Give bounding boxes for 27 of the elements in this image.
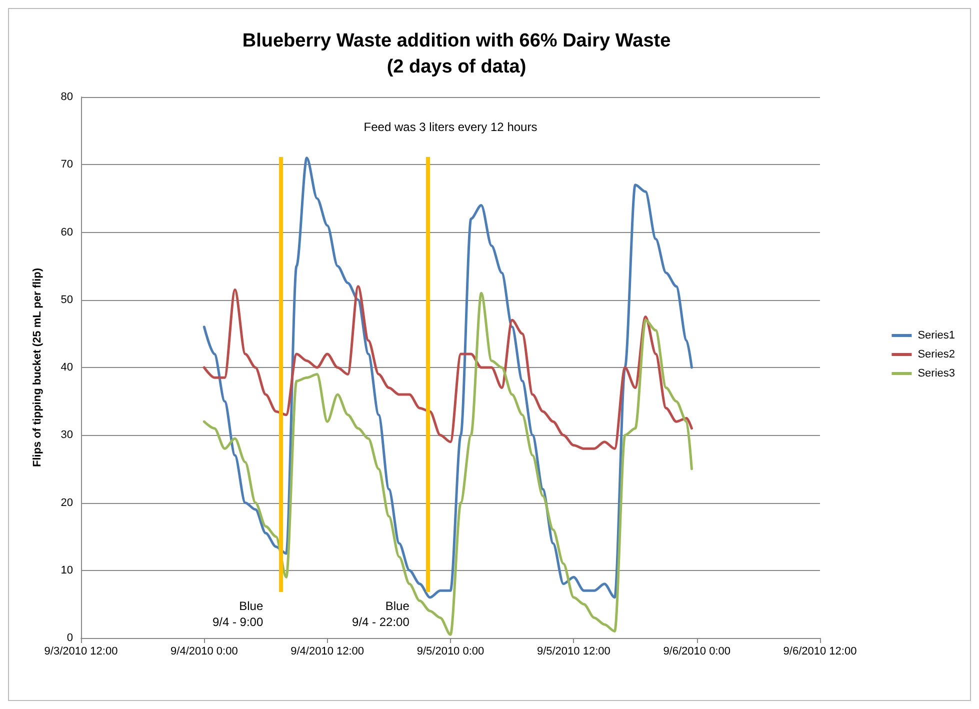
x-tick-label: 9/6/2010 0:00 xyxy=(663,646,730,658)
y-tick-label: 0 xyxy=(66,632,73,644)
y-tick-label: 60 xyxy=(60,226,73,238)
line-series xyxy=(202,292,693,636)
y-tick-label: 70 xyxy=(60,158,73,171)
y-tick-label: 50 xyxy=(60,294,73,306)
line-series xyxy=(202,156,693,599)
legend-label: Series1 xyxy=(918,330,955,342)
y-tick-label: 80 xyxy=(60,91,73,103)
y-tick-label: 20 xyxy=(60,496,73,509)
line-series xyxy=(202,285,693,450)
legend-label: Series3 xyxy=(918,368,955,380)
x-tick-label: 9/4/2010 12:00 xyxy=(290,646,364,658)
y-axis-title: Flips of tipping bucket (25 mL per flip) xyxy=(32,268,44,468)
x-tick-label: 9/5/2010 12:00 xyxy=(536,646,610,658)
y-tick-label: 30 xyxy=(60,429,73,442)
x-tick-label: 9/6/2010 12:00 xyxy=(783,646,857,658)
annotation: Feed was 3 liters every 12 hours xyxy=(364,120,538,134)
x-tick-label: 9/5/2010 0:00 xyxy=(416,646,484,658)
legend-label: Series2 xyxy=(918,348,955,360)
ref-line-label: Blue 9/4 - 22:00 xyxy=(352,599,410,629)
y-tick-label: 10 xyxy=(60,564,73,576)
x-tick-label: 9/3/2010 12:00 xyxy=(44,646,118,658)
x-tick-label: 9/4/2010 0:00 xyxy=(170,646,238,658)
chart-title: Blueberry Waste addition with 66% Dairy Waste (2 days of data) xyxy=(242,30,671,78)
ref-line-label: Blue 9/4 - 9:00 xyxy=(212,599,264,629)
y-tick-label: 40 xyxy=(60,362,73,374)
